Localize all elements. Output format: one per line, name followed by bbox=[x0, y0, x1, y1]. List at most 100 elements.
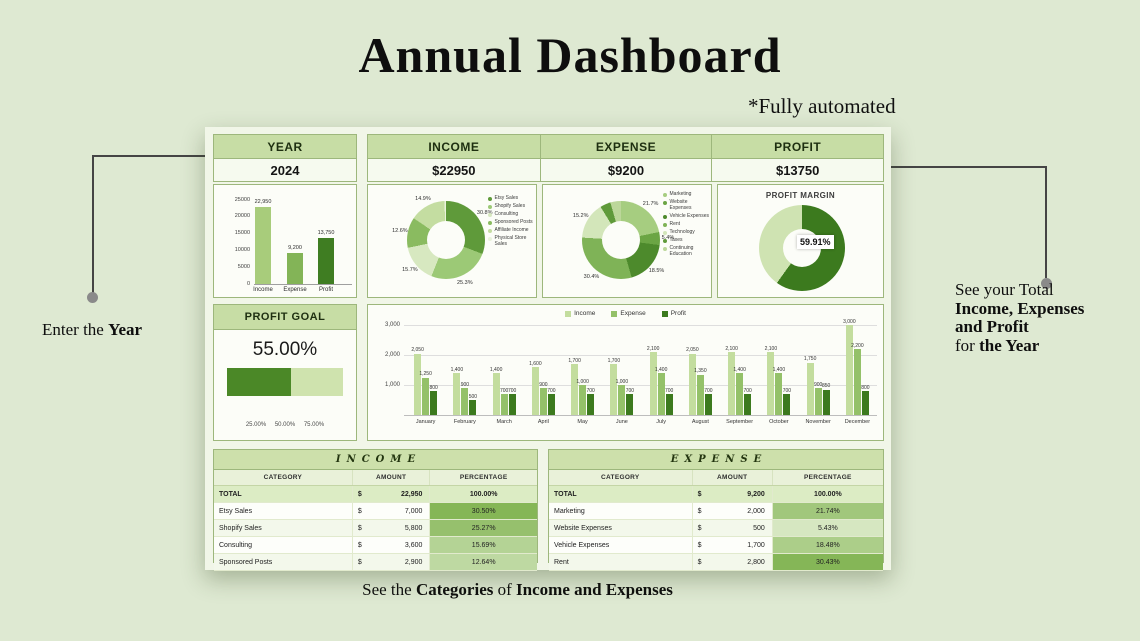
percentage-cell[interactable]: 30.50% bbox=[430, 503, 537, 519]
amount-cell[interactable]: $2,900 bbox=[353, 554, 431, 570]
slice-percentage-label: 14.9% bbox=[415, 196, 431, 203]
percentage-cell[interactable]: 18.48% bbox=[772, 537, 883, 553]
percentage-cell[interactable]: 21.74% bbox=[772, 503, 883, 519]
currency-symbol: $ bbox=[697, 558, 702, 566]
legend-dot bbox=[663, 214, 667, 219]
category-cell[interactable]: Website Expenses bbox=[549, 520, 693, 536]
category-cell[interactable]: Consulting bbox=[214, 537, 353, 553]
bar bbox=[587, 394, 595, 415]
legend-item: Continuing Education bbox=[663, 245, 710, 257]
legend-label: Etsy Sales bbox=[494, 195, 519, 201]
amount-cell[interactable]: $7,000 bbox=[353, 503, 431, 519]
amount-cell[interactable]: $9,200 bbox=[693, 486, 773, 502]
bar-value-label: 13,750 bbox=[317, 229, 335, 236]
legend-label: Sponsored Posts bbox=[494, 219, 533, 226]
table-row[interactable]: Website Expenses $500 5.43% bbox=[549, 520, 883, 537]
annotation-line: for the Year bbox=[955, 336, 1105, 356]
amount-cell[interactable]: $500 bbox=[693, 520, 773, 536]
table-row[interactable]: Sponsored Posts $2,900 12.64% bbox=[214, 554, 537, 571]
page-title: Annual Dashboard bbox=[358, 27, 782, 83]
percentage-cell[interactable]: 5.43% bbox=[772, 520, 883, 536]
category-cell[interactable]: Marketing bbox=[549, 503, 693, 519]
gridline bbox=[404, 385, 877, 386]
legend-dot bbox=[488, 197, 492, 201]
slice-percentage-label: 5.4% bbox=[661, 235, 675, 242]
bar bbox=[626, 394, 634, 415]
table-row[interactable]: Rent $2,800 30.43% bbox=[549, 554, 883, 571]
percentage-cell[interactable]: 15.69% bbox=[430, 537, 537, 553]
category-cell[interactable]: Sponsored Posts bbox=[214, 554, 353, 570]
bar-value-label: 2,100 bbox=[725, 345, 738, 352]
bar bbox=[531, 367, 539, 415]
table-row[interactable]: Consulting $3,600 15.69% bbox=[214, 537, 537, 554]
chart-legend: Income Expense Profit bbox=[368, 310, 883, 317]
amount-cell[interactable]: $22,950 bbox=[353, 486, 431, 502]
percentage-cell[interactable]: 100.00% bbox=[814, 490, 842, 498]
legend-item: Consulting bbox=[488, 212, 535, 218]
column-header: PERCENTAGE bbox=[804, 474, 852, 481]
bar-value-label: 2,100 bbox=[646, 345, 660, 352]
table-title: EXPENSE bbox=[549, 450, 883, 470]
category-cell[interactable]: Rent bbox=[549, 554, 693, 570]
bar bbox=[704, 394, 712, 415]
bar bbox=[539, 388, 547, 415]
legend-label: Website Expenses bbox=[669, 199, 692, 211]
bar bbox=[422, 377, 430, 415]
legend-label: Consulting bbox=[494, 211, 519, 218]
bar bbox=[579, 385, 587, 415]
bar bbox=[255, 206, 271, 284]
bar-value-label: 1,600 bbox=[529, 360, 542, 367]
x-axis-category-label: January bbox=[415, 419, 436, 425]
table-row[interactable]: Vehicle Expenses $1,700 18.48% bbox=[549, 537, 883, 554]
legend-item: Profit bbox=[661, 310, 686, 317]
annotation-text-bold: Year bbox=[108, 320, 143, 339]
legend-item: Rent bbox=[663, 221, 710, 228]
legend-item: Physical Store Sales bbox=[488, 236, 535, 247]
amount-cell[interactable]: $2,000 bbox=[693, 503, 773, 519]
annotation-text-bold: Income and Expenses bbox=[516, 580, 673, 599]
x-axis-line bbox=[254, 284, 352, 285]
x-axis-category-label: April bbox=[537, 419, 549, 425]
annotation-enter-year: Enter the Year bbox=[42, 320, 142, 340]
table-row[interactable]: Shopify Sales $5,800 25.27% bbox=[214, 520, 537, 537]
category-cell[interactable]: Etsy Sales bbox=[214, 503, 353, 519]
x-axis-category-label: November bbox=[805, 419, 831, 425]
table-row[interactable]: TOTAL $22,950 100.00% bbox=[214, 486, 537, 503]
percentage-cell[interactable]: 30.43% bbox=[772, 554, 883, 570]
category-cell[interactable]: Vehicle Expenses bbox=[549, 537, 693, 553]
percentage-cell[interactable]: 12.64% bbox=[430, 554, 537, 570]
category-cell[interactable]: Shopify Sales bbox=[214, 520, 353, 536]
bar-value-label: 700 bbox=[507, 387, 517, 394]
annotation-text: of bbox=[493, 580, 517, 599]
amount-cell[interactable]: $5,800 bbox=[353, 520, 431, 536]
legend-swatch bbox=[611, 310, 618, 317]
table-row[interactable]: TOTAL $9,200 100.00% bbox=[549, 486, 883, 503]
amount-value: 2,800 bbox=[747, 558, 765, 566]
year-value-cell[interactable]: 2024 bbox=[214, 159, 356, 181]
category-cell[interactable]: TOTAL bbox=[549, 486, 693, 502]
y-axis-tick-label: 1,000 bbox=[384, 381, 400, 388]
legend-dot bbox=[488, 205, 492, 210]
bar bbox=[508, 394, 516, 415]
percentage-cell[interactable]: 25.27% bbox=[430, 520, 537, 536]
amount-value: 500 bbox=[753, 524, 765, 532]
category-cell[interactable]: TOTAL bbox=[214, 486, 353, 502]
bar-value-label: 2,050 bbox=[411, 347, 424, 353]
amount-cell[interactable]: $3,600 bbox=[353, 537, 431, 553]
x-axis-category-label: May bbox=[577, 419, 588, 425]
slice-percentage-label: 21.7% bbox=[642, 200, 659, 207]
legend-swatch bbox=[661, 310, 668, 317]
legend-label: Taxes bbox=[669, 237, 683, 244]
table-row[interactable]: Marketing $2,000 21.74% bbox=[549, 503, 883, 520]
totals-bar-chart: 25000 20000 15000 10000 5000 0 22,950 Income 9,2… bbox=[213, 184, 357, 298]
amount-cell[interactable]: $1,700 bbox=[693, 537, 773, 553]
percentage-cell[interactable]: 100.00% bbox=[469, 490, 498, 498]
legend-label: Continuing Education bbox=[669, 245, 694, 257]
column-header: AMOUNT bbox=[353, 470, 431, 485]
table-row[interactable]: Etsy Sales $7,000 30.50% bbox=[214, 503, 537, 520]
amount-cell[interactable]: $2,800 bbox=[693, 554, 773, 570]
profit-total-card: PROFIT $13750 bbox=[711, 135, 883, 181]
bar-value-label: 1,400 bbox=[450, 366, 464, 373]
profit-goal-value: 55.00% bbox=[252, 339, 318, 360]
